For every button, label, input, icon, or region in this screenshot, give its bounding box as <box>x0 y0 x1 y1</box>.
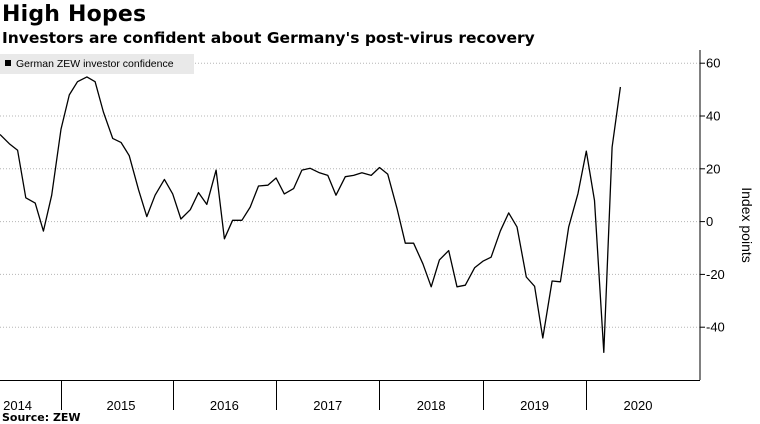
legend-label: German ZEW investor confidence <box>16 58 174 70</box>
year-dividers <box>61 380 587 410</box>
chart-title: High Hopes <box>2 2 147 27</box>
y-axis: -40 -20 0 20 40 60 <box>699 50 725 380</box>
legend-box <box>0 54 194 74</box>
x-tick-label: 2017 <box>313 398 342 413</box>
data-series <box>0 76 622 353</box>
legend-swatch <box>5 60 11 66</box>
x-tick-label: 2015 <box>107 398 136 413</box>
grid-lines <box>0 62 700 328</box>
series-line <box>0 76 622 353</box>
source-note: Source: ZEW <box>2 411 81 424</box>
y-axis-label: Index points <box>739 187 755 263</box>
y-tick-label: -20 <box>706 267 725 282</box>
x-axis: 2014 2015 2016 2017 2018 2019 2020 <box>0 380 700 413</box>
chart-subtitle: Investors are confident about Germany's … <box>2 29 535 47</box>
y-tick-label: 60 <box>706 56 720 71</box>
x-tick-label: 2020 <box>624 398 653 413</box>
legend: German ZEW investor confidence <box>0 54 194 74</box>
x-tick-label: 2018 <box>417 398 446 413</box>
x-tick-label: 2014 <box>3 398 32 413</box>
y-tick-label: -40 <box>706 320 725 335</box>
y-tick-label: 0 <box>706 214 713 229</box>
x-tick-label: 2016 <box>210 398 239 413</box>
y-tick-label: 40 <box>706 109 720 124</box>
y-tick-label: 20 <box>706 161 720 176</box>
x-tick-label: 2019 <box>520 398 549 413</box>
